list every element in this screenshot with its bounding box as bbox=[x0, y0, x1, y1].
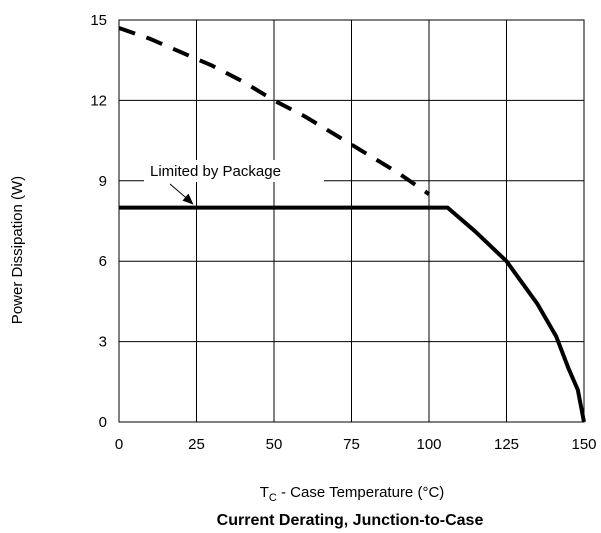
y-tick-label: 6 bbox=[99, 253, 107, 270]
x-axis-label-suffix: - Case Temperature (°C) bbox=[277, 484, 444, 501]
x-tick-label: 75 bbox=[343, 436, 360, 453]
tick-labels: 0 25 50 75 100 125 150 0 3 6 9 12 15 bbox=[90, 12, 596, 453]
y-tick-label: 0 bbox=[99, 414, 107, 431]
annotation-background bbox=[144, 160, 324, 182]
annotation-arrowhead bbox=[182, 193, 194, 205]
x-tick-label: 125 bbox=[494, 436, 519, 453]
series-line-solid bbox=[119, 205, 586, 423]
series-line-dashed bbox=[118, 26, 431, 196]
y-tick-label: 9 bbox=[99, 173, 107, 190]
x-axis-label-subscript: C bbox=[269, 492, 277, 504]
y-tick-label: 3 bbox=[99, 334, 107, 351]
series-group bbox=[118, 26, 586, 423]
x-tick-label: 150 bbox=[571, 436, 596, 453]
grid bbox=[118, 19, 585, 423]
annotation-text: Limited by Package bbox=[150, 163, 281, 180]
x-axis-label: TC - Case Temperature (°C) bbox=[260, 484, 445, 504]
x-tick-label: 50 bbox=[266, 436, 283, 453]
y-axis-label: Power Dissipation (W) bbox=[9, 176, 26, 324]
x-tick-label: 100 bbox=[416, 436, 441, 453]
chart-title: Current Derating, Junction-to-Case bbox=[217, 512, 484, 529]
x-tick-label: 0 bbox=[115, 436, 123, 453]
annotation: Limited by Package bbox=[144, 160, 324, 205]
x-tick-label: 25 bbox=[188, 436, 205, 453]
y-tick-label: 12 bbox=[90, 92, 107, 109]
y-tick-label: 15 bbox=[90, 12, 107, 29]
plot-area-frame bbox=[118, 19, 585, 423]
x-axis-label-prefix: T bbox=[260, 484, 269, 501]
